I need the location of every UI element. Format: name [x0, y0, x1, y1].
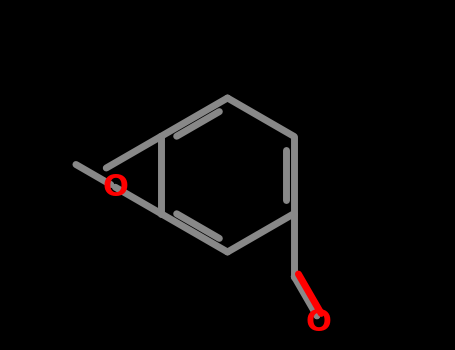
Text: O: O	[306, 308, 332, 337]
Text: O: O	[102, 173, 128, 202]
